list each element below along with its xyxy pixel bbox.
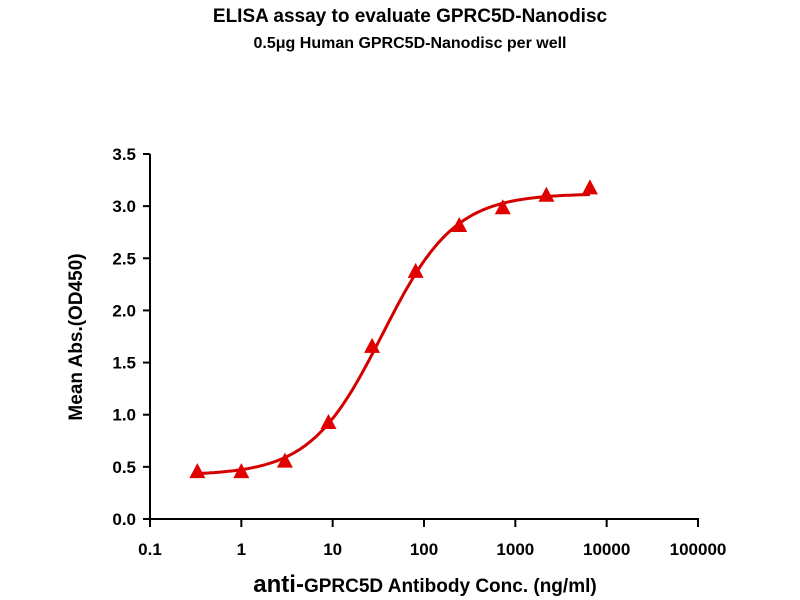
data-point-triangle	[189, 463, 206, 479]
x-tick-label: 10000	[583, 540, 630, 559]
fit-curve	[194, 193, 590, 476]
data-point-triangle	[320, 414, 337, 430]
x-tick-label: 100000	[670, 540, 727, 559]
y-tick-label: 0.5	[112, 458, 136, 477]
chart-subtitle: 0.5μg Human GPRC5D-Nanodisc per well	[254, 35, 567, 52]
data-point-triangle	[276, 452, 293, 468]
data-point-triangle	[494, 199, 511, 215]
x-axis-label: anti-GPRC5D Antibody Conc. (ng/ml)	[253, 571, 596, 598]
axes: 0.0 0.5 1.0 1.5 2.0 2.5 3.0 3.5 0.1 1 10 100 1000 100…	[112, 145, 726, 559]
data-point-triangle	[581, 179, 598, 195]
y-tick-label: 0.0	[112, 510, 136, 529]
data-point-triangle	[538, 186, 555, 202]
y-tick-label: 2.5	[112, 249, 136, 268]
x-tick-label: 100	[410, 540, 438, 559]
y-axis-label: Mean Abs.(OD450)	[66, 253, 87, 420]
chart-title: ELISA assay to evaluate GPRC5D-Nanodisc	[213, 6, 608, 27]
data-point-triangle	[233, 463, 250, 479]
x-axis-label-prefix: anti-	[253, 571, 304, 598]
x-tick-label: 10	[323, 540, 342, 559]
y-tick-label: 3.0	[112, 197, 136, 216]
y-tick-label: 1.0	[112, 406, 136, 425]
y-tick-label: 3.5	[112, 145, 136, 164]
y-tick-label: 1.5	[112, 354, 136, 373]
x-axis-label-text: GPRC5D Antibody Conc. (ng/ml)	[304, 576, 597, 597]
data-point-triangle	[407, 262, 424, 278]
data-point-triangle	[364, 337, 381, 353]
data-point-triangle	[451, 216, 468, 232]
x-tick-label: 1000	[496, 540, 534, 559]
y-tick-label: 2.0	[112, 301, 136, 320]
x-tick-label: 0.1	[138, 540, 162, 559]
x-tick-label: 1	[237, 540, 246, 559]
data-points	[189, 179, 598, 479]
